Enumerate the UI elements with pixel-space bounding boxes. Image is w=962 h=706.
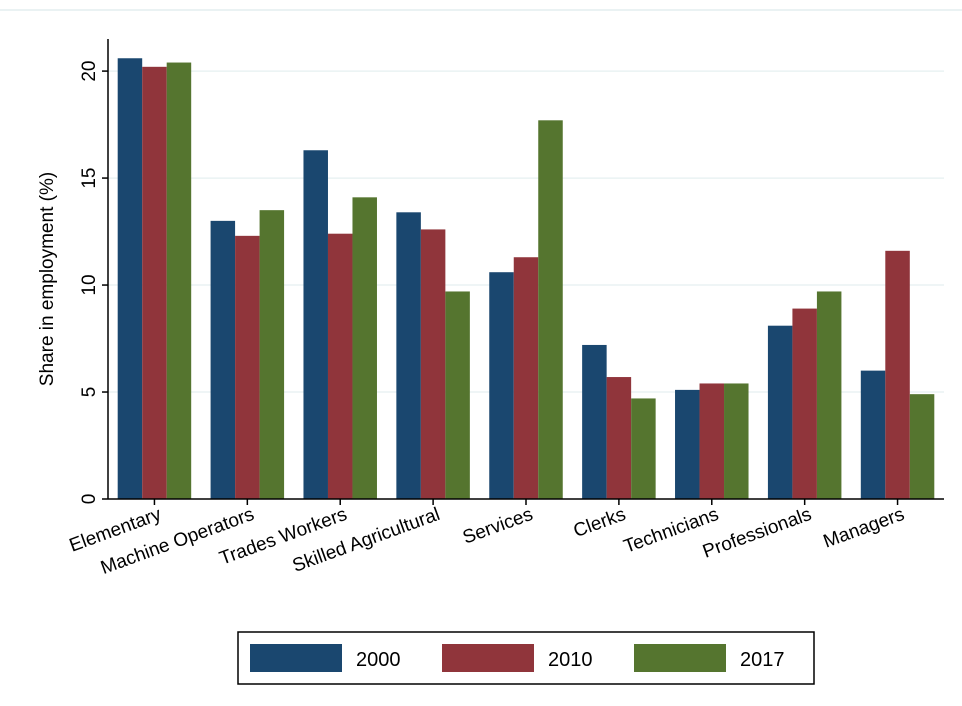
bar-2000-skilled-agricultural bbox=[396, 212, 421, 500]
bar-2010-trades-workers bbox=[327, 233, 353, 499]
bar-2000-machine-operators bbox=[210, 220, 236, 499]
y-tick-label: 10 bbox=[79, 274, 100, 295]
bars bbox=[117, 58, 935, 500]
bar-2017-services bbox=[538, 120, 563, 500]
bar-2000-technicians bbox=[675, 389, 700, 499]
y-axis-title: Share in employment (%) bbox=[37, 172, 58, 386]
bar-2010-technicians bbox=[699, 383, 725, 499]
bar-2010-machine-operators bbox=[235, 235, 260, 499]
bar-2017-clerks bbox=[631, 398, 656, 499]
bar-2000-trades-workers bbox=[303, 150, 328, 500]
bar-2000-elementary bbox=[117, 58, 143, 500]
legend-label-2010: 2010 bbox=[548, 649, 593, 671]
legend-label-2017: 2017 bbox=[740, 649, 785, 671]
y-tick-labels: 0 5 10 15 20 bbox=[79, 61, 108, 505]
legend: 2000 2010 2017 bbox=[237, 631, 815, 685]
bar-2017-elementary bbox=[166, 62, 192, 500]
bar-2010-professionals bbox=[792, 308, 817, 499]
bar-2017-professionals bbox=[816, 291, 842, 499]
y-tick-label: 0 bbox=[79, 494, 100, 505]
legend-swatch-2017 bbox=[634, 644, 726, 672]
bar-2000-managers bbox=[860, 370, 886, 499]
y-tick-label: 20 bbox=[79, 61, 100, 82]
bar-2000-clerks bbox=[582, 344, 607, 499]
legend-swatch-2000 bbox=[250, 644, 342, 672]
bar-2017-managers bbox=[909, 394, 935, 499]
legend-swatch-2010 bbox=[442, 644, 534, 672]
legend-label-2000: 2000 bbox=[356, 649, 401, 671]
y-tick-label: 15 bbox=[79, 167, 100, 188]
x-category-label: Managers bbox=[821, 504, 908, 553]
x-category-label: Machine Operators bbox=[98, 504, 257, 579]
bar-2010-clerks bbox=[606, 377, 632, 499]
bar-2010-skilled-agricultural bbox=[420, 229, 446, 499]
bar-2017-skilled-agricultural bbox=[445, 291, 470, 499]
y-tick-label: 5 bbox=[79, 387, 100, 398]
x-category-label: Services bbox=[460, 504, 536, 549]
bar-2017-trades-workers bbox=[352, 197, 377, 500]
bar-2010-elementary bbox=[142, 66, 167, 499]
bar-2017-machine-operators bbox=[259, 210, 285, 500]
bar-2000-professionals bbox=[767, 325, 793, 499]
bar-2010-managers bbox=[885, 250, 910, 499]
x-category-label: Clerks bbox=[571, 504, 629, 542]
bar-2000-services bbox=[489, 272, 514, 499]
bar-2010-services bbox=[513, 257, 539, 499]
bar-2017-technicians bbox=[724, 383, 749, 499]
